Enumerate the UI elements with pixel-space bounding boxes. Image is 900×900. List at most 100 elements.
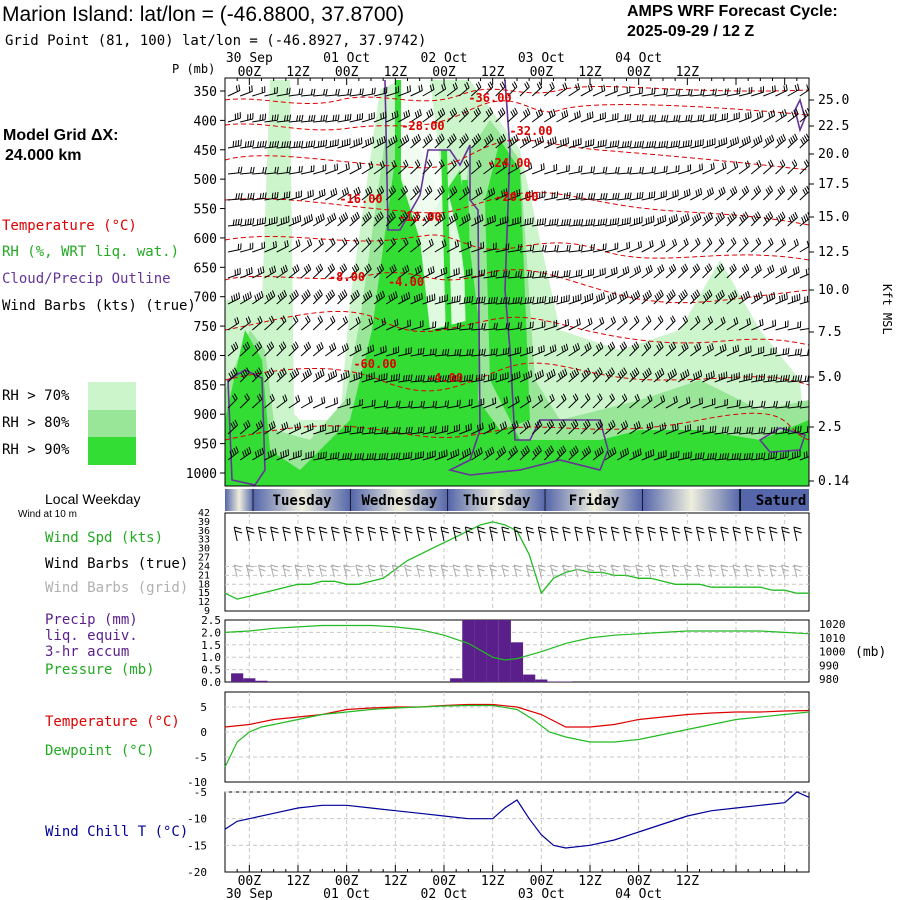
wind-barb <box>227 243 242 253</box>
weekday-label: Thursday <box>463 493 531 509</box>
wind-barb <box>264 367 275 383</box>
wind-barb <box>592 192 608 201</box>
wind-barb <box>580 268 594 279</box>
wind-barb <box>483 446 495 461</box>
wind-barb <box>665 88 681 97</box>
wind-barb <box>544 319 558 331</box>
wind-barb <box>665 263 677 279</box>
wind-barb <box>422 185 433 201</box>
rh90-area <box>225 140 809 486</box>
wind-barb <box>337 343 349 357</box>
wind-barb <box>288 394 301 409</box>
wind-barb <box>434 212 446 227</box>
pressure-tick-label: 800 <box>194 349 217 364</box>
wind-barb <box>398 85 411 97</box>
wind-barb <box>373 135 386 149</box>
amps-title: AMPS WRF Forecast Cycle: <box>627 3 838 20</box>
wind-barb <box>616 367 628 383</box>
wind-barb <box>641 87 656 97</box>
wind-barb <box>422 83 435 97</box>
temperature-contour-label: -4.00 <box>427 371 463 385</box>
wind-barb <box>446 212 459 227</box>
wind-barb <box>227 446 239 461</box>
wind-barb <box>264 290 276 305</box>
wind-barb <box>385 318 399 331</box>
wind-barb <box>495 188 508 201</box>
wind-barb <box>519 420 531 435</box>
wind-barb <box>775 292 788 305</box>
hour-label-top: 00Z <box>530 65 554 80</box>
wind-barb <box>726 186 738 201</box>
wind-barb <box>690 424 704 435</box>
wind-barb <box>568 393 579 409</box>
wind-barb-true <box>683 526 693 542</box>
wind-barb-grid <box>574 564 582 578</box>
wind-barb <box>434 185 445 201</box>
cloud-legend: Cloud/Precip Outline <box>2 271 171 287</box>
wind-barb-grid <box>318 564 327 578</box>
wind-barb <box>678 424 692 435</box>
wind-barb <box>252 290 264 305</box>
wind-barb <box>227 139 242 149</box>
wind-barb <box>592 446 604 461</box>
wind-barb <box>519 244 535 253</box>
wind-barb <box>544 136 557 149</box>
hour-label-bottom: 12Z <box>384 874 408 889</box>
wind-barb-true <box>404 526 413 542</box>
wind-barb <box>531 108 544 123</box>
wind-barb <box>568 244 583 253</box>
wind-barb <box>373 317 386 331</box>
upper-axes: 350 400 450 500 550 600 650 700 750 800 850 900 950 1… <box>186 51 850 489</box>
wind-barb <box>775 238 787 253</box>
wind-barbs-upper <box>227 81 809 461</box>
wind-barb <box>556 393 567 409</box>
wind-barb <box>422 266 435 279</box>
weekday-segment <box>642 489 741 511</box>
wind-barb <box>653 450 667 461</box>
wind-barb <box>361 372 375 383</box>
wind-barb <box>337 316 349 331</box>
wind-barb-grid <box>331 564 339 578</box>
wind-barb <box>446 133 457 149</box>
wind-barb <box>422 348 437 357</box>
wind-barb <box>592 112 606 123</box>
wind-barb <box>227 393 238 409</box>
wind-barb <box>361 426 377 435</box>
wind-panel-frame <box>224 512 810 612</box>
wind-barb <box>629 393 640 409</box>
wind-barb <box>690 397 703 409</box>
wind-barb <box>616 341 628 357</box>
wind-barb <box>398 264 410 279</box>
wind-barb <box>787 159 798 175</box>
wind-barb <box>300 315 311 331</box>
wind-barb-true <box>781 526 790 542</box>
wind-barb-true <box>477 526 486 542</box>
wind-barb <box>531 369 544 383</box>
wind-barb <box>750 135 763 149</box>
wind-barb <box>787 400 803 409</box>
wind-barb <box>410 265 423 279</box>
wind-barb <box>324 237 336 253</box>
wind-barb-true <box>501 526 510 542</box>
wind-barb-grid <box>367 564 376 578</box>
page-subtitle: Grid Point (81, 100) lat/lon = (-46.8927… <box>5 33 427 49</box>
wind-barb <box>312 342 324 357</box>
wind-barb <box>313 164 327 175</box>
wind-barb <box>763 347 777 357</box>
wind-barb <box>227 292 241 305</box>
wind-barb <box>775 84 788 97</box>
wind-barb <box>702 237 713 253</box>
wind-barb <box>763 292 776 305</box>
wind-barb <box>653 239 666 253</box>
wind-barb <box>568 445 579 461</box>
weekday-label: Wednesday <box>361 493 437 509</box>
wind-barb-grid <box>550 564 558 578</box>
wind-barb <box>483 421 496 435</box>
wind-barb <box>459 295 474 305</box>
wind-barb-grid <box>391 564 400 578</box>
wind-barb <box>750 211 761 227</box>
wind-barb <box>665 189 679 201</box>
wind-barb <box>519 270 535 279</box>
wind-barb <box>422 450 436 461</box>
wind-barb <box>276 289 287 305</box>
